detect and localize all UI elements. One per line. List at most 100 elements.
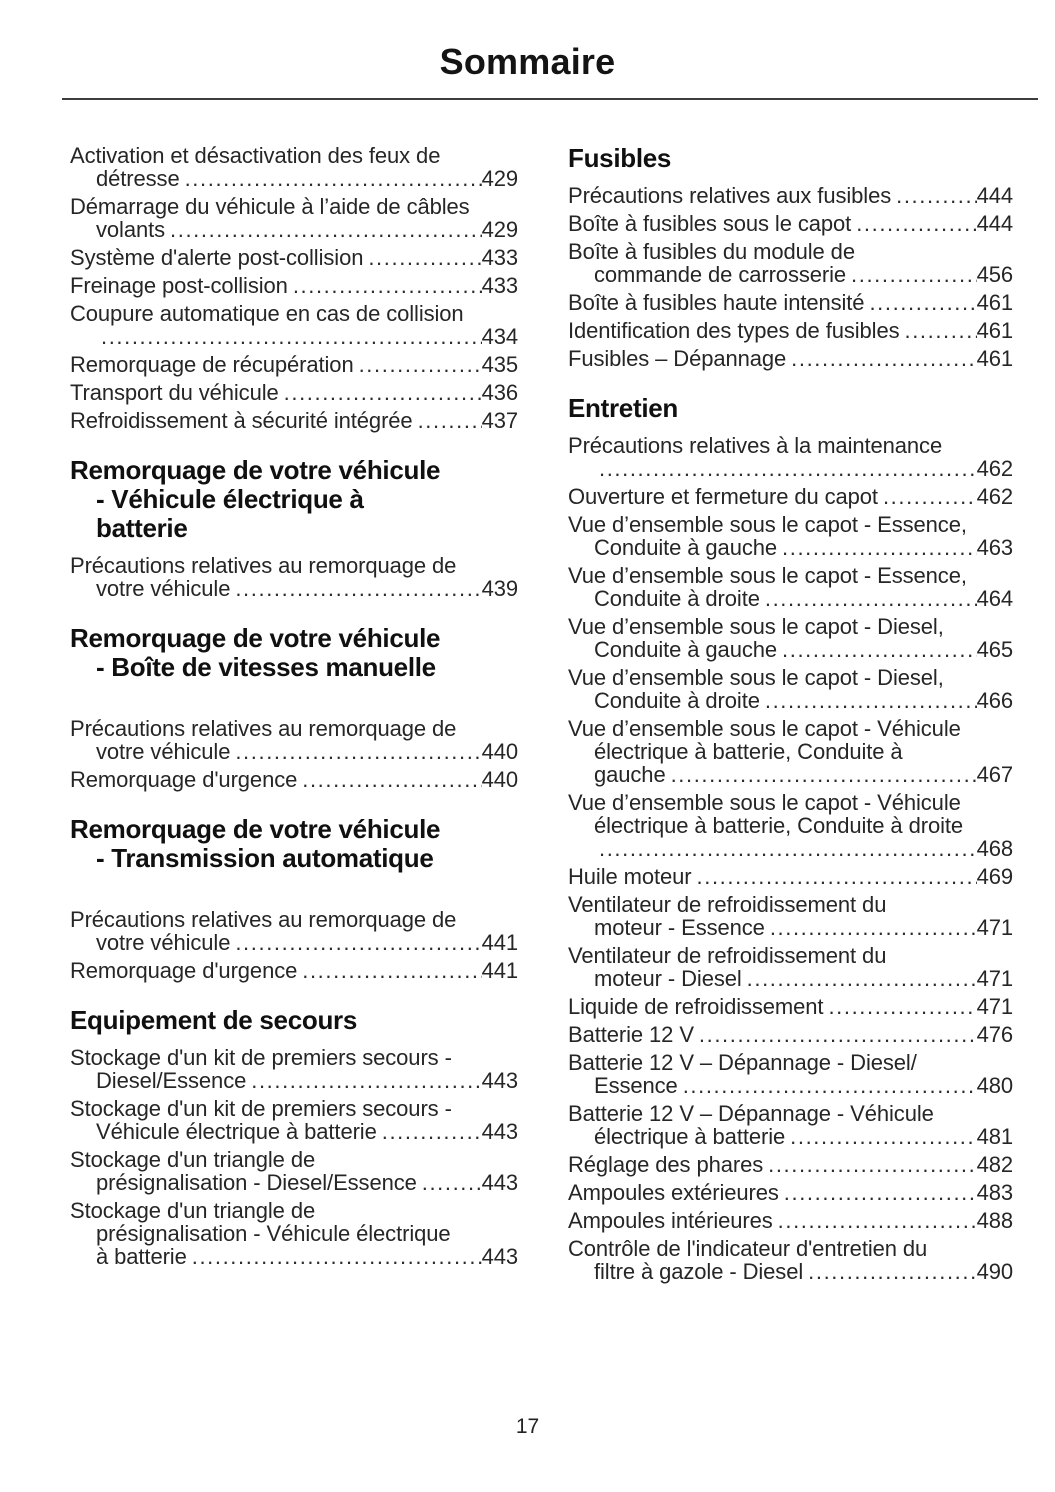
dot-leader <box>293 274 482 297</box>
dot-leader <box>422 1171 482 1194</box>
toc-entry-text: Liquide de refroidissement <box>568 994 824 1019</box>
toc-entry: Vue d’ensemble sous le capot - Essence, C… <box>568 513 1013 559</box>
dot-leader <box>284 381 482 404</box>
toc-entry-line: Fusibles – Dépannage 461 <box>568 347 1013 370</box>
toc-entry: Ampoules intérieures 488 <box>568 1209 1013 1232</box>
toc-entry-line: Ouverture et fermeture du capot 462 <box>568 485 1013 508</box>
toc-entry-text: Précautions relatives au remorquage de <box>70 553 457 578</box>
toc-entry-text: Diesel/Essence <box>96 1068 247 1093</box>
toc-entry: Stockage d'un triangle de présignalisatio… <box>70 1148 518 1194</box>
toc-entry: Précautions relatives à la maintenance 46… <box>568 434 1013 480</box>
toc-entry-line: Stockage d'un kit de premiers secours - <box>70 1046 518 1069</box>
section-heading-line: Remorquage de votre véhicule <box>70 623 441 653</box>
section-heading-line: Remorquage de votre véhicule <box>70 455 441 485</box>
dot-leader <box>235 740 481 763</box>
toc-entry-line: Ampoules intérieures 488 <box>568 1209 1013 1232</box>
toc-entry: Freinage post-collision 433 <box>70 274 518 297</box>
toc-entry: Précautions relatives aux fusibles 444 <box>568 184 1013 207</box>
page-ref: 466 <box>976 688 1014 713</box>
page-title: Sommaire <box>439 41 616 82</box>
toc-entry-text: Ventilateur de refroidissement du <box>568 892 887 917</box>
toc-entry-text: moteur - Diesel <box>594 966 742 991</box>
dot-leader <box>599 837 977 860</box>
dot-leader <box>170 218 482 241</box>
dot-leader <box>235 577 481 600</box>
dot-leader <box>778 1209 977 1232</box>
page-ref: 469 <box>976 864 1014 889</box>
toc-entry-text: Essence <box>594 1073 678 1098</box>
section-heading: Entretien <box>568 394 1013 423</box>
page-ref: 468 <box>976 836 1014 861</box>
section-heading-line: - Véhicule électrique à <box>96 484 364 514</box>
toc-entry-line: Stockage d'un triangle de <box>70 1199 518 1222</box>
toc-entry-text: gauche <box>594 762 666 787</box>
toc-entry: Boîte à fusibles haute intensité 461 <box>568 291 1013 314</box>
toc-entry-line: Précautions relatives au remorquage de <box>70 908 518 931</box>
dot-leader <box>599 457 977 480</box>
toc-entry-line: Essence 480 <box>568 1074 1013 1097</box>
toc-entry-line: Coupure automatique en cas de collision <box>70 302 518 325</box>
page-ref: 440 <box>481 739 519 764</box>
toc-entry-text: Conduite à gauche <box>594 535 778 560</box>
toc-entry: Coupure automatique en cas de collision 4… <box>70 302 518 348</box>
toc-entry-text: présignalisation - Véhicule électrique <box>96 1221 451 1246</box>
toc-entry-text: Batterie 12 V – Dépannage - Véhicule <box>568 1101 934 1126</box>
page-ref: 461 <box>976 290 1014 315</box>
page-ref: 490 <box>976 1259 1014 1284</box>
toc-entry: Liquide de refroidissement 471 <box>568 995 1013 1018</box>
page-ref: 444 <box>976 183 1014 208</box>
title-divider <box>62 98 1038 100</box>
toc-entry-text: Système d'alerte post-collision <box>70 245 364 270</box>
toc-entry-line: électrique à batterie, Conduite à <box>568 740 1013 763</box>
toc-entry-text: Vue d’ensemble sous le capot - Véhicule <box>568 716 961 741</box>
toc-entry: Remorquage d'urgence 441 <box>70 959 518 982</box>
footer-page-number: 17 <box>515 1415 540 1438</box>
toc-entry: Démarrage du véhicule à l’aide de câbles… <box>70 195 518 241</box>
toc-entry: Vue d’ensemble sous le capot - Essence, C… <box>568 564 1013 610</box>
toc-entry: Remorquage d'urgence 440 <box>70 768 518 791</box>
dot-leader <box>896 184 976 207</box>
toc-entry-line: Précautions relatives au remorquage de <box>70 717 518 740</box>
page-ref: 433 <box>481 273 519 298</box>
toc-entry-text: Ampoules extérieures <box>568 1180 779 1205</box>
toc: Activation et désactivation des feux de d… <box>0 100 1055 1288</box>
page-ref: 471 <box>976 994 1014 1019</box>
toc-entry-text: Précautions relatives au remorquage de <box>70 716 457 741</box>
toc-entry: Précautions relatives au remorquage de vo… <box>70 908 518 954</box>
toc-entry-text: Transport du véhicule <box>70 380 279 405</box>
toc-entry: Ampoules extérieures 483 <box>568 1181 1013 1204</box>
toc-entry-text: Refroidissement à sécurité intégrée <box>70 408 413 433</box>
dot-leader <box>856 212 976 235</box>
page-ref: 443 <box>481 1244 519 1269</box>
toc-entry: Batterie 12 V 476 <box>568 1023 1013 1046</box>
dot-leader <box>251 1069 481 1092</box>
page-ref: 456 <box>976 262 1014 287</box>
toc-entry-text: Vue d’ensemble sous le capot - Diesel, <box>568 665 944 690</box>
toc-entry-line: Transport du véhicule 436 <box>70 381 518 404</box>
section-heading-line: - Boîte de vitesses manuelle <box>96 652 436 682</box>
toc-entry: Batterie 12 V – Dépannage - Diesel/Essen… <box>568 1051 1013 1097</box>
page-ref: 443 <box>481 1068 519 1093</box>
page-ref: 461 <box>976 346 1014 371</box>
dot-leader <box>765 689 977 712</box>
dot-leader <box>770 916 977 939</box>
toc-entry-line: Boîte à fusibles sous le capot 444 <box>568 212 1013 235</box>
dot-leader <box>747 967 977 990</box>
toc-entry-line: Conduite à gauche 463 <box>568 536 1013 559</box>
page-ref: 441 <box>481 930 519 955</box>
toc-entry-text: Batterie 12 V – Dépannage - Diesel/ <box>568 1050 917 1075</box>
toc-entry-line: Démarrage du véhicule à l’aide de câbles <box>70 195 518 218</box>
toc-entry-line: Conduite à droite 466 <box>568 689 1013 712</box>
toc-entry-line: Système d'alerte post-collision 433 <box>70 246 518 269</box>
toc-entry-line: Vue d’ensemble sous le capot - Essence, <box>568 564 1013 587</box>
toc-entry-line: Refroidissement à sécurité intégrée 437 <box>70 409 518 432</box>
toc-entry-line: gauche 467 <box>568 763 1013 786</box>
page-ref: 471 <box>976 915 1014 940</box>
toc-entry-text: Batterie 12 V <box>568 1022 694 1047</box>
dot-leader <box>828 995 976 1018</box>
page-ref: 439 <box>481 576 519 601</box>
dot-leader <box>359 353 482 376</box>
toc-entry-text: détresse <box>96 166 180 191</box>
toc-entry-line: filtre à gazole - Diesel 490 <box>568 1260 1013 1283</box>
dot-leader <box>782 638 977 661</box>
